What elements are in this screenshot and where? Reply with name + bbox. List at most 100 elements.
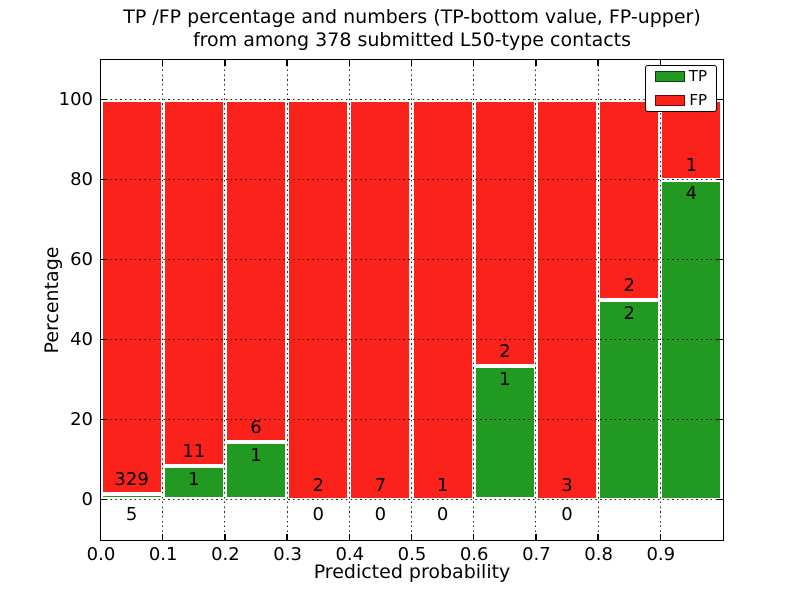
gridline-x-0.1 — [162, 59, 164, 540]
fp-count-label-5: 1 — [436, 474, 449, 496]
x-tick-bottom-9 — [659, 533, 661, 540]
x-tick-label-0.3: 0.3 — [273, 544, 302, 565]
y-tick-right-20 — [716, 418, 723, 421]
x-tick-bottom-7 — [535, 533, 537, 540]
fp-count-label-6: 2 — [499, 341, 511, 363]
y-tick-label-60: 60 — [70, 249, 93, 270]
bar-segment-fp-6 — [473, 99, 536, 367]
x-tick-top-9 — [659, 59, 661, 66]
y-tick-right-40 — [716, 338, 723, 341]
legend-item-fp: FP — [655, 90, 707, 109]
chart-title-line1: TP /FP percentage and numbers (TP-bottom… — [123, 6, 701, 28]
bar-segment-fp-8 — [598, 99, 661, 300]
y-tick-left-60 — [100, 258, 107, 261]
x-tick-top-2 — [224, 59, 226, 66]
gridline-x-0.9 — [659, 59, 661, 540]
gridline-x-0.2 — [224, 59, 226, 540]
bar-segment-fp-3 — [287, 99, 350, 500]
x-tick-top-0 — [99, 59, 102, 66]
x-tick-bottom-2 — [224, 533, 226, 540]
y-tick-label-20: 20 — [70, 409, 93, 430]
fp-count-label-8: 2 — [623, 274, 635, 296]
gridline-y-60 — [100, 259, 723, 260]
x-tick-bottom-4 — [348, 533, 350, 540]
tp-count-label-8: 2 — [623, 302, 635, 324]
bar-segment-fp-7 — [535, 99, 599, 500]
x-tick-bottom-8 — [597, 533, 599, 540]
gridline-x-0.5 — [411, 59, 412, 540]
gridline-y-20 — [100, 419, 723, 420]
y-tick-left-80 — [100, 178, 107, 181]
x-tick-bottom-3 — [286, 533, 288, 540]
y-tick-right-100 — [716, 98, 723, 101]
x-axis-title: Predicted probability — [313, 561, 511, 583]
fp-count-label-9: 1 — [685, 154, 698, 176]
tp-count-label-5: 0 — [436, 503, 449, 525]
x-tick-label-0.5: 0.5 — [397, 544, 427, 565]
y-tick-left-40 — [100, 338, 107, 341]
x-tick-top-4 — [348, 59, 350, 66]
chart-title: TP /FP percentage and numbers (TP-bottom… — [101, 6, 723, 52]
y-tick-left-20 — [100, 418, 107, 421]
x-tick-label-0.8: 0.8 — [584, 544, 613, 565]
bar-segment-fp-2 — [224, 99, 288, 443]
chart-title-line2: from among 378 submitted L50-type contac… — [192, 29, 632, 51]
gridline-x-0.8 — [597, 59, 599, 540]
gridline-x-0.4 — [348, 59, 350, 540]
gridline-x-0.7 — [535, 59, 537, 540]
fp-count-label-0: 329 — [114, 468, 149, 490]
bar-segment-tp-6 — [473, 366, 536, 500]
gridline-x-0.3 — [286, 59, 288, 540]
legend-label-tp: TP — [688, 66, 707, 85]
x-tick-top-7 — [535, 59, 537, 66]
gridline-y-0 — [100, 499, 723, 500]
x-tick-label-0.7: 0.7 — [522, 544, 551, 565]
tp-count-label-1: 1 — [188, 469, 200, 491]
x-tick-bottom-5 — [410, 533, 413, 540]
y-tick-left-100 — [100, 98, 107, 101]
fp-count-label-3: 2 — [312, 474, 324, 496]
tp-count-label-7: 0 — [561, 503, 573, 525]
bar-segment-tp-8 — [598, 299, 661, 500]
gridline-y-100 — [100, 99, 723, 100]
x-tick-bottom-1 — [162, 533, 164, 540]
x-tick-top-6 — [473, 59, 475, 66]
x-tick-label-0.0: 0.0 — [86, 544, 116, 565]
bar-segment-fp-4 — [349, 99, 412, 500]
gridline-y-80 — [100, 179, 723, 180]
fp-swatch-icon — [655, 94, 685, 106]
y-tick-label-80: 80 — [70, 169, 93, 190]
x-tick-label-0.6: 0.6 — [459, 544, 489, 565]
tp-count-label-4: 0 — [374, 503, 387, 525]
fp-count-label-7: 3 — [561, 474, 573, 496]
x-tick-top-1 — [162, 59, 164, 66]
tp-count-label-9: 4 — [685, 182, 698, 204]
y-tick-right-0 — [716, 498, 723, 501]
x-tick-top-5 — [410, 59, 413, 66]
y-tick-right-60 — [716, 258, 723, 261]
y-tick-right-80 — [716, 178, 723, 181]
legend: TP FP — [645, 64, 717, 112]
tp-swatch-icon — [655, 70, 685, 82]
gridline-y-40 — [100, 339, 723, 340]
x-tick-label-0.4: 0.4 — [335, 544, 365, 565]
fp-count-label-2: 6 — [250, 417, 262, 439]
legend-label-fp: FP — [689, 90, 707, 109]
x-tick-bottom-0 — [99, 533, 102, 540]
y-tick-label-40: 40 — [70, 329, 93, 350]
fp-count-label-4: 7 — [374, 474, 387, 496]
tp-count-label-6: 1 — [499, 369, 511, 391]
bar-segment-tp-0 — [100, 493, 163, 500]
gridline-x-0.6 — [473, 59, 475, 540]
bar-segment-fp-1 — [162, 99, 225, 467]
fp-count-label-1: 11 — [182, 441, 206, 463]
plot-area: TP FP 329 5 11 1 6 1 2 0 7 0 1 0 2 1 3 0 2 2 1 4 — [99, 58, 724, 541]
y-tick-label-0: 0 — [81, 489, 93, 510]
tp-count-label-2: 1 — [250, 445, 262, 467]
bar-segment-fp-0 — [100, 99, 163, 494]
x-tick-label-0.1: 0.1 — [148, 544, 178, 565]
bar-segment-fp-9 — [660, 99, 723, 180]
tp-count-label-0: 5 — [125, 503, 138, 525]
bar-segment-tp-1 — [162, 466, 225, 500]
